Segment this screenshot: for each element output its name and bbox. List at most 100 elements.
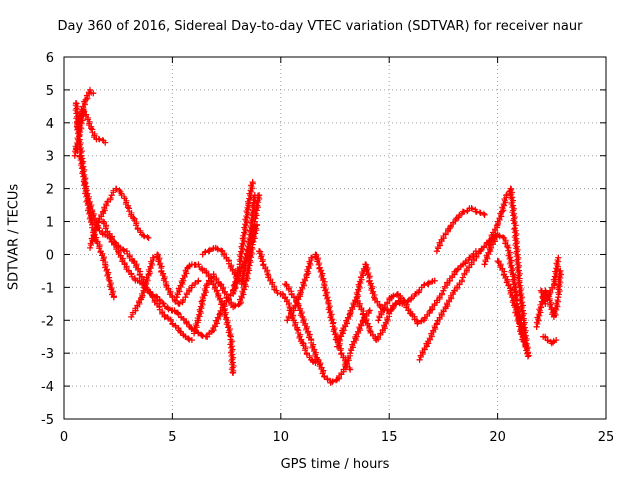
data-point [130, 258, 137, 265]
data-point [169, 307, 176, 314]
y-tick-label: -2 [41, 314, 54, 329]
data-point [433, 248, 440, 255]
data-point [251, 218, 258, 225]
data-point [169, 320, 176, 327]
data-point [80, 106, 87, 113]
data-point [269, 281, 276, 288]
data-point [494, 231, 501, 238]
data-point [386, 310, 393, 317]
data-point [392, 300, 399, 307]
data-point [288, 290, 295, 297]
series-track-7 [128, 251, 202, 320]
data-point [113, 185, 120, 192]
data-point [158, 267, 165, 274]
data-point [446, 225, 453, 232]
data-point [100, 218, 107, 225]
data-point [139, 231, 146, 238]
series-track-5 [87, 185, 152, 251]
data-point [314, 356, 321, 363]
data-point [217, 281, 224, 288]
x-tick-label: 20 [489, 430, 506, 445]
data-point [72, 100, 79, 107]
axis-ticks: 0 5 10 15 20 25 -5 -4 -3 -2 -1 0 1 2 3 4 5 6 [41, 51, 614, 445]
data-point [394, 290, 401, 297]
data-point [240, 235, 247, 241]
data-point [74, 119, 81, 126]
data-point [243, 254, 250, 261]
data-point [459, 261, 466, 268]
data-point [524, 350, 531, 357]
data-point [236, 300, 243, 307]
data-point [102, 261, 109, 268]
data-point [308, 356, 315, 363]
data-point [440, 287, 447, 294]
data-point [217, 310, 224, 317]
y-tick-label: 5 [46, 84, 54, 99]
data-point [481, 261, 488, 268]
data-point [256, 248, 263, 255]
data-point [154, 251, 161, 258]
series-track-18 [375, 248, 479, 327]
data-point [431, 277, 438, 284]
data-point [290, 307, 297, 314]
data-point [201, 267, 208, 274]
data-point [375, 317, 382, 324]
data-marker-path [353, 277, 438, 344]
data-point [204, 333, 211, 340]
data-point [178, 313, 185, 320]
data-point [494, 221, 501, 228]
x-tick-label: 10 [273, 430, 290, 445]
data-point [106, 277, 113, 284]
data-point [453, 215, 460, 222]
data-point [90, 90, 97, 97]
data-point [82, 96, 89, 103]
series-track-20 [433, 205, 488, 255]
data-point [277, 290, 284, 297]
data-point [420, 317, 427, 324]
series-track-2 [71, 106, 109, 159]
data-point [511, 304, 518, 311]
data-point [149, 294, 156, 301]
data-point [188, 284, 195, 291]
data-point [195, 261, 202, 268]
series-track-26 [537, 254, 562, 307]
data-point [134, 277, 141, 284]
data-point [509, 271, 516, 278]
data-point [334, 343, 341, 350]
data-point [555, 254, 562, 261]
data-point [347, 350, 354, 357]
data-point [126, 205, 133, 212]
data-point [180, 277, 187, 284]
data-point [182, 333, 189, 340]
y-tick-label: -1 [41, 281, 54, 296]
data-point [173, 294, 180, 301]
data-point [511, 225, 518, 232]
data-point [546, 290, 553, 297]
data-point [366, 277, 373, 284]
data-point [451, 287, 458, 294]
data-point [238, 281, 245, 288]
data-point [433, 320, 440, 327]
data-point [555, 294, 562, 301]
data-point [358, 274, 365, 281]
data-point [540, 333, 547, 340]
data-point [139, 294, 146, 301]
data-point [550, 281, 557, 288]
data-point [245, 202, 252, 209]
data-point [303, 350, 310, 357]
data-point [388, 294, 395, 301]
data-point [227, 333, 234, 340]
data-point [550, 313, 557, 320]
data-point [459, 274, 466, 281]
series-track-23 [494, 258, 531, 357]
data-point [175, 327, 182, 334]
data-point [425, 281, 432, 288]
data-point [494, 258, 501, 265]
y-tick-label: -3 [41, 347, 54, 362]
data-point [71, 152, 78, 159]
data-point [501, 271, 508, 278]
data-point [121, 261, 128, 268]
data-point [104, 228, 111, 235]
data-point [299, 313, 306, 320]
data-point [498, 208, 505, 215]
